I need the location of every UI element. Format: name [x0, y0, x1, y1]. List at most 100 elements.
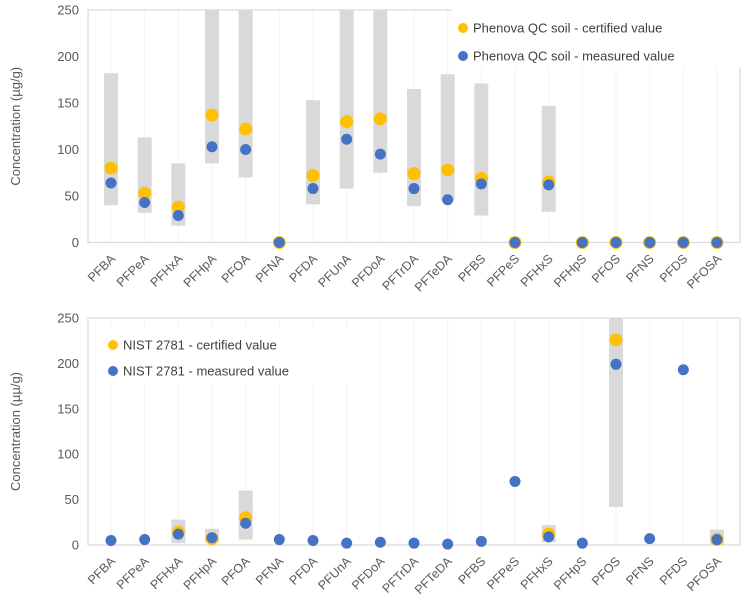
- plot-border: [87, 9, 741, 244]
- measured-point-PFNA: [273, 534, 285, 546]
- measured-point-PFDoA: [374, 536, 386, 548]
- y-tick-label: 0: [72, 538, 79, 553]
- legend-item-label: Phenova QC soil - certified value: [473, 21, 662, 36]
- category-label-PFTeDA: PFTeDA: [412, 554, 455, 597]
- legend: Phenova QC soil - certified value Phenova…: [452, 4, 744, 68]
- measured-point-PFNS: [644, 533, 656, 545]
- measured-point-PFNS: [644, 237, 656, 248]
- measured-point-PFPeA: [139, 197, 151, 209]
- measured-point-PFOS: [610, 237, 622, 248]
- measured-point-PFPeS: [509, 475, 521, 487]
- category-label-PFUnA: PFUnA: [315, 554, 354, 593]
- measured-point-PFHpA: [206, 141, 218, 153]
- range-bar-PFHpA: [205, 10, 219, 164]
- certified-point-PFDoA: [373, 112, 387, 126]
- range-bar-PFOS: [609, 318, 623, 507]
- certified-point-PFOS: [609, 333, 623, 347]
- y-tick-label: 150: [57, 96, 79, 111]
- legend-marker-certified: [108, 340, 118, 350]
- range-bar-PFUnA: [339, 10, 354, 189]
- y-tick-label: 0: [72, 235, 79, 250]
- measured-point-PFNA: [273, 237, 285, 248]
- measured-point-PFBS: [475, 178, 487, 190]
- measured-point-PFBA: [105, 534, 117, 546]
- measured-point-PFHpA: [206, 532, 218, 544]
- y-tick-label: 100: [57, 142, 79, 157]
- measured-point-PFOA: [240, 144, 252, 155]
- category-label-PFTeDA: PFTeDA: [412, 251, 455, 294]
- measured-point-PFPeA: [139, 534, 151, 546]
- category-label-PFNS: PFNS: [623, 252, 656, 285]
- measured-point-PFOA: [240, 517, 252, 529]
- measured-point-PFDA: [307, 183, 319, 195]
- y-tick-label: 250: [57, 3, 79, 18]
- legend-marker-certified: [458, 23, 468, 33]
- legend-marker-measured: [458, 51, 468, 61]
- measured-point-PFOSA: [711, 534, 723, 546]
- measured-point-PFOSA: [711, 237, 723, 248]
- measured-point-PFBS: [475, 535, 487, 547]
- certified-point-PFHpA: [205, 108, 219, 122]
- measured-point-PFHxS: [543, 531, 555, 543]
- legend-background: [100, 328, 358, 384]
- measured-point-PFUnA: [341, 537, 353, 549]
- measured-point-PFUnA: [341, 133, 353, 145]
- measured-point-PFTrDA: [408, 183, 420, 195]
- measured-point-PFDA: [307, 534, 319, 546]
- category-label-PFOS: PFOS: [589, 554, 623, 588]
- category-label-PFOS: PFOS: [589, 252, 623, 286]
- measured-point-PFDS: [677, 237, 689, 248]
- y-tick-label: 50: [65, 492, 79, 507]
- legend-item-label: NIST 2781 - certified value: [123, 338, 277, 353]
- certified-point-PFBA: [104, 161, 118, 175]
- measured-point-PFHxA: [172, 210, 184, 222]
- range-bar-PFTeDA: [440, 74, 455, 201]
- category-label-PFNA: PFNA: [253, 251, 287, 285]
- measured-point-PFHpS: [576, 237, 588, 248]
- measured-point-PFPeS: [509, 237, 521, 248]
- certified-point-PFUnA: [340, 115, 354, 129]
- category-label-PFHpS: PFHpS: [551, 554, 589, 592]
- range-bar-PFOA: [238, 10, 253, 178]
- certified-point-PFPeA: [138, 186, 152, 200]
- measured-point-PFBA: [105, 177, 117, 189]
- category-label-PFNA: PFNA: [253, 554, 287, 588]
- y-tick-label: 100: [57, 447, 79, 462]
- category-label-PFPeS: PFPeS: [484, 554, 522, 592]
- y-tick-label: 250: [57, 311, 79, 326]
- category-label-PFOA: PFOA: [219, 554, 253, 588]
- measured-point-PFHpS: [576, 537, 588, 549]
- measured-point-PFOS: [610, 358, 622, 370]
- legend: NIST 2781 - certified value NIST 2781 - m…: [100, 328, 358, 384]
- measured-point-PFDoA: [374, 148, 386, 160]
- legend-item-label: NIST 2781 - measured value: [123, 364, 289, 379]
- category-label-PFHxA: PFHxA: [148, 251, 186, 289]
- measured-point-PFTeDA: [442, 538, 454, 550]
- y-axis-title: Concentration (µg/g): [8, 67, 23, 186]
- category-label-PFOSA: PFOSA: [684, 251, 724, 291]
- certified-point-PFDA: [306, 169, 320, 183]
- certified-point-PFOA: [239, 122, 253, 136]
- category-label-PFHpA: PFHpA: [181, 251, 220, 290]
- category-label-PFOSA: PFOSA: [684, 554, 724, 594]
- category-label-PFHxS: PFHxS: [518, 252, 556, 290]
- category-label-PFUnA: PFUnA: [315, 251, 354, 290]
- legend-background: [452, 4, 744, 68]
- category-label-PFHpA: PFHpA: [181, 554, 220, 593]
- y-tick-label: 50: [65, 189, 79, 204]
- category-label-PFPeA: PFPeA: [114, 251, 152, 289]
- category-label-PFHxS: PFHxS: [518, 554, 556, 592]
- y-tick-label: 150: [57, 401, 79, 416]
- category-label-PFPeA: PFPeA: [114, 554, 152, 592]
- measured-point-PFTeDA: [442, 194, 454, 206]
- y-axis-title: Concentration (µµ/g): [8, 372, 23, 491]
- category-label-PFHpS: PFHpS: [551, 252, 589, 290]
- category-label-PFPeS: PFPeS: [484, 252, 522, 290]
- range-bar-PFHxS: [541, 105, 556, 212]
- category-label-PFOA: PFOA: [219, 251, 253, 285]
- y-tick-label: 200: [57, 356, 79, 371]
- y-tick-label: 200: [57, 49, 79, 64]
